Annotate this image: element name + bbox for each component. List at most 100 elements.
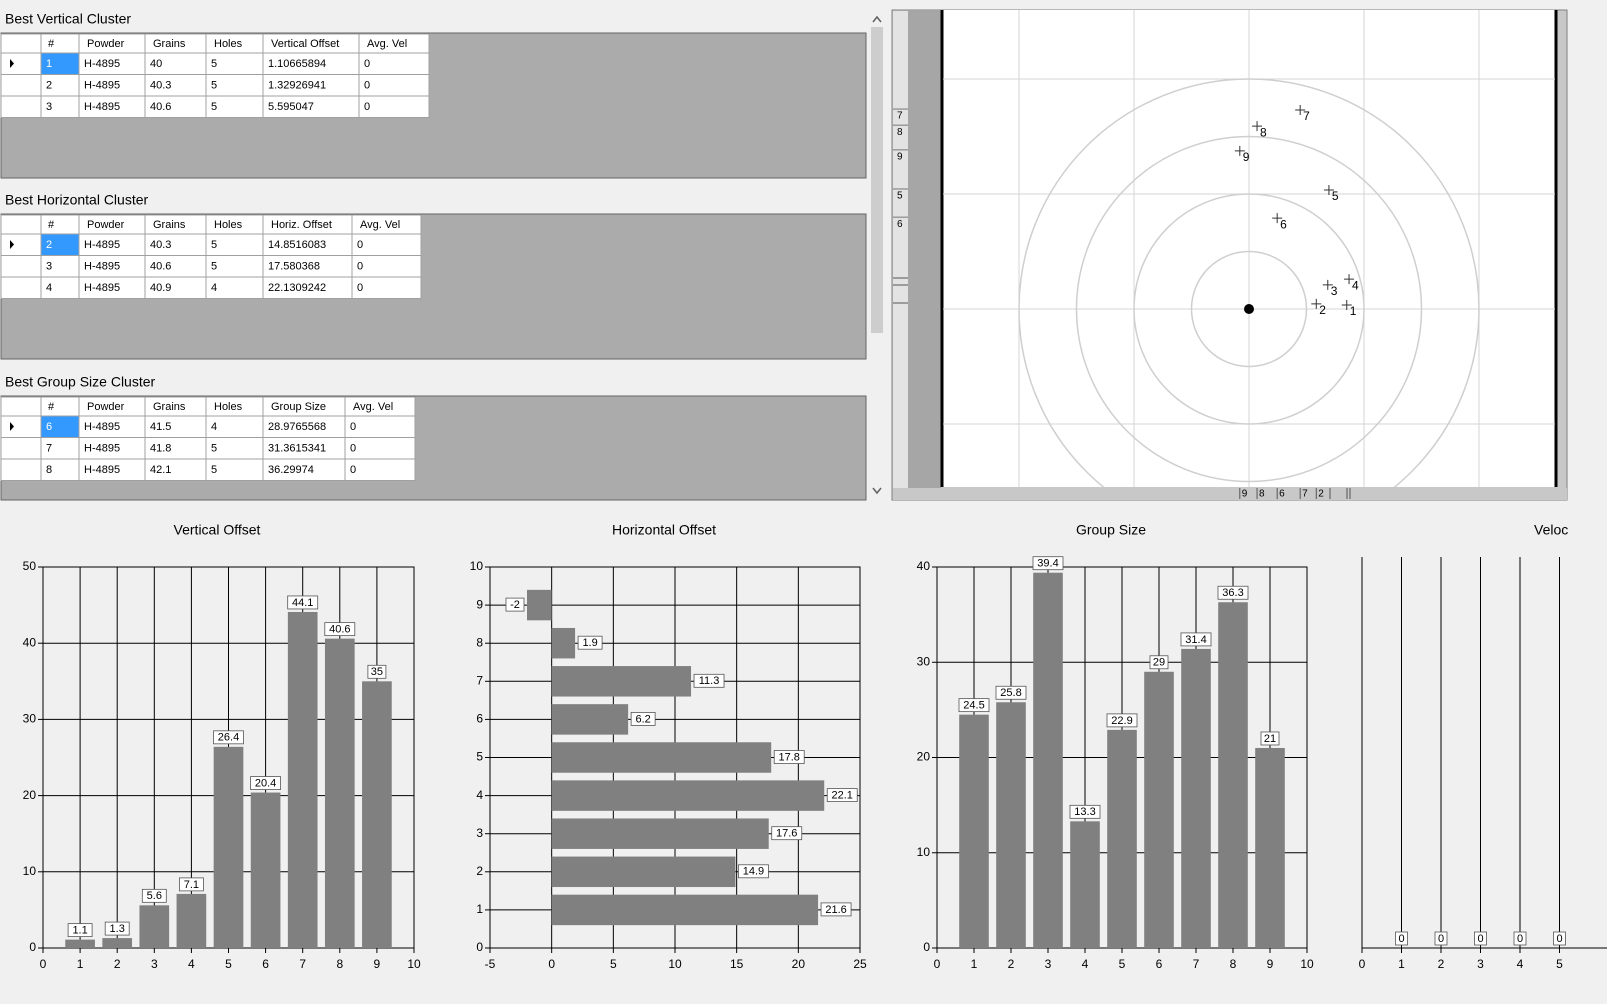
value-label: 36.3 [1222, 587, 1243, 599]
column-header[interactable]: Powder [87, 219, 125, 231]
value-label-box [1217, 585, 1249, 600]
column-header[interactable]: Grains [153, 38, 186, 50]
column-header[interactable]: Avg. Vel [353, 401, 393, 413]
cell[interactable] [344, 458, 416, 481]
value-label: 1.9 [582, 637, 597, 649]
column-header[interactable]: Powder [87, 401, 125, 413]
column-header[interactable]: # [48, 401, 55, 413]
row-header[interactable] [0, 415, 42, 438]
cell-text: 41.5 [150, 421, 171, 433]
section-title: Best Vertical Cluster [5, 11, 131, 27]
column-header[interactable]: Holes [214, 38, 243, 50]
column-header[interactable]: # [48, 219, 55, 231]
left-ruler-label: 5 [897, 191, 903, 202]
cell-text: 0 [350, 421, 356, 433]
x-tick-label: 10 [407, 957, 421, 971]
chart-title: Veloc [1534, 522, 1568, 538]
cell-text: 40.9 [150, 282, 171, 294]
row-header[interactable] [0, 95, 42, 118]
bar [996, 702, 1026, 948]
value-label: 17.8 [778, 751, 799, 763]
column-header[interactable]: Grains [153, 401, 186, 413]
cell-text: 40 [150, 58, 162, 70]
cell-text: 41.8 [150, 442, 171, 454]
x-tick-label: 0 [548, 957, 555, 971]
value-label-box [505, 597, 525, 612]
value-label: 24.5 [963, 700, 984, 712]
value-label: 22.9 [1111, 715, 1132, 727]
cell[interactable] [351, 276, 422, 299]
target-ring [1133, 193, 1365, 425]
value-label: 17.6 [776, 828, 797, 840]
column-header[interactable]: Grains [153, 219, 186, 231]
bar [324, 638, 355, 948]
cell[interactable] [358, 95, 430, 118]
cell-text: 5.595047 [268, 101, 314, 113]
column-header[interactable]: Horiz. Offset [271, 219, 332, 231]
scrollbar-thumb[interactable] [871, 27, 883, 333]
y-tick-label: 2 [476, 864, 483, 878]
cell-text: 14.8516083 [268, 239, 326, 251]
cell-text: 1.10665894 [268, 58, 326, 70]
value-label: 21.6 [825, 904, 846, 916]
left-ruler-label: 9 [897, 152, 903, 163]
value-label: 39.4 [1037, 558, 1058, 570]
cell-text: 5 [211, 260, 217, 272]
bar [551, 666, 692, 697]
row-header[interactable] [0, 276, 42, 299]
column-header[interactable]: Holes [214, 401, 243, 413]
x-tick-label: 9 [1267, 957, 1274, 971]
x-tick-label: 1 [971, 957, 978, 971]
y-tick-label: 30 [917, 654, 931, 668]
scroll-down-arrow[interactable] [872, 487, 882, 495]
y-tick-label: 20 [23, 788, 37, 802]
x-tick-label: 6 [1156, 957, 1163, 971]
bottom-ruler-label: 2 [1318, 489, 1324, 500]
column-header[interactable]: Holes [214, 219, 243, 231]
column-header[interactable]: Avg. Vel [367, 38, 407, 50]
cell-text: 3 [46, 260, 52, 272]
y-tick-label: 0 [29, 940, 36, 954]
column-header[interactable]: Vertical Offset [271, 38, 339, 50]
y-tick-label: 9 [476, 597, 483, 611]
bar [959, 714, 989, 948]
cell-text: 0 [357, 282, 363, 294]
row-header[interactable] [0, 255, 42, 278]
value-label-box [1069, 804, 1101, 819]
bar [551, 818, 769, 849]
column-header[interactable]: # [48, 38, 55, 50]
current-row-indicator [10, 240, 14, 249]
section-title: Best Horizontal Cluster [5, 192, 149, 208]
header-cell [40, 396, 80, 417]
x-tick-label: 4 [188, 957, 195, 971]
bar [1255, 747, 1285, 948]
cell-text: H-4895 [84, 239, 120, 251]
value-label: 5.6 [147, 890, 162, 902]
column-header[interactable]: Group Size [271, 401, 326, 413]
cell-text: H-4895 [84, 282, 120, 294]
row-header[interactable] [0, 458, 42, 481]
row-header[interactable] [0, 74, 42, 97]
bar [551, 742, 772, 773]
row-header[interactable] [0, 233, 42, 256]
bar [213, 746, 244, 948]
row-header[interactable] [0, 52, 42, 75]
value-label: 13.3 [1074, 806, 1095, 818]
column-header[interactable]: Powder [87, 38, 125, 50]
x-tick-label: -5 [485, 957, 496, 971]
cell-text: 2 [46, 239, 52, 251]
cell-text: 4 [211, 421, 217, 433]
value-label-box [141, 888, 167, 903]
row-header[interactable] [0, 437, 42, 460]
cell-text: 0 [357, 239, 363, 251]
cell-text: 4 [211, 282, 217, 294]
x-tick-label: 4 [1082, 957, 1089, 971]
scroll-up-arrow[interactable] [872, 15, 882, 23]
bar [1144, 671, 1174, 948]
x-tick-label: 5 [1556, 957, 1563, 971]
column-header[interactable]: Avg. Vel [360, 219, 400, 231]
value-label-box [1474, 931, 1487, 946]
value-label-box [771, 826, 803, 841]
cell-text: H-4895 [84, 421, 120, 433]
value-label-box [958, 698, 990, 713]
